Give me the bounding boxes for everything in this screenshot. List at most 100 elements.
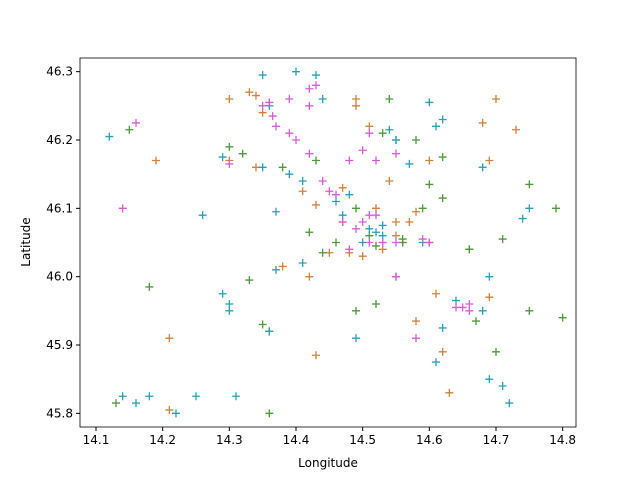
point [352,306,360,315]
point [225,306,234,315]
point [172,409,180,418]
point [312,71,320,80]
point [258,101,267,110]
point [425,180,434,189]
y-tick-label: 46.1 [46,201,73,215]
point [338,211,347,220]
point [352,204,360,213]
point [318,248,327,257]
y-axis-label: Latitude [19,217,33,266]
point [285,170,294,179]
point [218,153,227,162]
point [392,149,400,158]
point [225,300,234,308]
point [432,122,440,131]
point [378,221,387,230]
point [558,313,567,322]
x-tick-label: 14.2 [149,433,176,447]
point [165,334,174,343]
x-tick-label: 14.4 [283,433,310,447]
x-tick-label: 14.8 [549,433,576,447]
point [345,190,354,199]
point [332,190,340,199]
x-tick-label: 14.5 [349,433,376,447]
y-tick-label: 46.0 [46,270,73,284]
point [465,306,474,315]
x-tick-label: 14.1 [83,433,110,447]
x-axis-label: Longitude [298,456,358,470]
point [312,351,320,360]
y-tick-label: 45.8 [46,406,73,420]
point [338,218,347,226]
point [298,177,307,185]
point [505,399,514,408]
point [232,392,240,401]
point [238,149,247,158]
point [418,235,427,244]
point [405,159,414,168]
point [365,231,374,240]
point [392,218,400,226]
y-tick-label: 45.9 [46,338,73,352]
point [492,347,500,356]
point [525,306,534,315]
point [272,265,280,274]
point [372,241,380,250]
point [268,112,277,121]
point [305,101,314,110]
point [392,238,400,247]
point [258,320,267,329]
point [285,129,294,138]
point [425,238,434,247]
point [312,200,320,209]
point [485,293,494,302]
point [105,132,114,141]
point [272,122,280,131]
point [258,163,267,172]
point [372,211,380,220]
point [298,259,307,267]
point [358,146,367,155]
point [412,334,420,343]
point [378,231,387,240]
point [338,183,347,192]
point [305,84,314,93]
point [392,136,400,144]
point [445,388,454,397]
point [365,224,374,233]
point [418,204,427,213]
point [272,207,280,216]
point [245,276,254,285]
point [132,399,140,408]
point [198,211,207,220]
point [412,207,420,216]
point [385,95,394,103]
point [472,317,480,326]
point [352,95,360,103]
point [438,194,447,203]
point [365,129,374,138]
point [278,163,287,172]
point [485,272,494,281]
point [432,289,440,298]
point [332,197,340,206]
point [465,300,474,308]
point [258,108,267,117]
point [552,204,560,213]
point [392,231,400,240]
point [258,71,267,80]
point [425,156,434,165]
point [378,238,387,247]
point [478,118,487,127]
point [352,101,360,110]
point [478,306,487,315]
point [118,392,127,401]
point [385,177,394,185]
point [165,405,174,414]
point [438,115,447,124]
point [265,327,274,336]
point [372,300,380,308]
point [365,238,374,247]
point [265,409,274,418]
